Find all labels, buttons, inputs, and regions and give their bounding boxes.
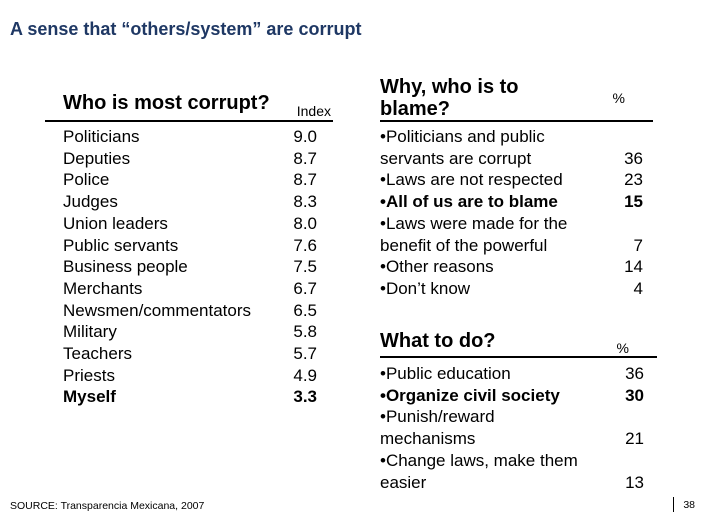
page-number-area: 38 [673, 497, 695, 512]
row-label: Merchants [63, 278, 143, 298]
table-row: •Laws were made for the benefit of the p… [380, 213, 653, 256]
row-value: 23 [624, 170, 643, 190]
row-label: •Change laws, make them easier [380, 450, 578, 492]
table-row: •Punish/reward mechanisms 21 [380, 406, 657, 449]
table-row: •All of us are to blame 15 [380, 191, 653, 213]
table-row: Merchants 6.7 [45, 278, 333, 300]
row-value: 4.9 [293, 365, 317, 385]
todo-table-heading: What to do? [380, 330, 496, 352]
table-row: •Change laws, make them easier 13 [380, 450, 657, 493]
row-value: 9.0 [293, 127, 317, 146]
row-label: Union leaders [63, 213, 168, 233]
what-to-do-table: What to do? % •Public education 36 •Organi… [380, 326, 657, 493]
todo-table-rows: •Public education 36 •Organize civil socie… [380, 358, 657, 493]
blame-table-header: Why, who is to blame? % [380, 72, 653, 120]
row-label: Teachers [63, 344, 132, 364]
row-label: •Other reasons [380, 257, 494, 277]
table-row: Police 8.7 [45, 169, 333, 191]
index-column-header: Index [296, 103, 331, 119]
table-row: Politicians 9.0 [45, 126, 333, 148]
row-value: 3.3 [293, 387, 317, 407]
row-value: 7.5 [293, 257, 317, 277]
row-value: 36 [625, 364, 644, 383]
corrupt-table-header: Who is most corrupt? Index [45, 84, 333, 120]
row-label: Myself [63, 387, 116, 407]
row-value: 14 [624, 257, 643, 277]
table-row: •Politicians and public servants are cor… [380, 126, 653, 169]
row-value: 5.7 [293, 344, 317, 364]
row-value: 5.8 [293, 322, 317, 342]
row-value: 4 [633, 278, 643, 298]
slide-title: A sense that “others/system” are corrupt [10, 19, 362, 39]
table-row: Myself 3.3 [45, 386, 333, 408]
table-row: Business people 7.5 [45, 256, 333, 278]
row-value: 30 [625, 385, 644, 405]
table-row: •Other reasons 14 [380, 256, 653, 278]
blame-table-rows: •Politicians and public servants are cor… [380, 122, 653, 300]
table-row: Deputies 8.7 [45, 148, 333, 170]
row-label: Judges [63, 192, 118, 212]
table-row: Union leaders 8.0 [45, 213, 333, 235]
row-label: •Punish/reward mechanisms [380, 407, 495, 449]
page-number-divider [673, 497, 675, 512]
who-is-most-corrupt-table: Who is most corrupt? Index Politicians 9.… [45, 84, 333, 408]
table-row: Public servants 7.6 [45, 235, 333, 257]
row-value: 8.3 [293, 192, 317, 212]
row-value: 8.7 [293, 148, 317, 168]
percent-column-header: % [612, 90, 625, 106]
row-label: Priests [63, 365, 115, 385]
corrupt-table-heading: Who is most corrupt? [63, 92, 270, 114]
table-row: •Organize civil society 30 [380, 385, 657, 407]
table-row: Teachers 5.7 [45, 343, 333, 365]
percent-column-header: % [616, 340, 629, 356]
table-row: Judges 8.3 [45, 191, 333, 213]
row-label: •Organize civil society [380, 385, 560, 405]
row-label: •Public education [380, 364, 511, 383]
header-rule [380, 356, 657, 358]
table-row: Military 5.8 [45, 321, 333, 343]
row-label: Deputies [63, 148, 131, 168]
table-row: •Laws are not respected 23 [380, 169, 653, 191]
row-value: 6.5 [293, 300, 317, 320]
row-value: 8.7 [293, 170, 317, 190]
row-value: 6.7 [293, 278, 317, 298]
corrupt-table-rows: Politicians 9.0 Deputies 8.7 Police 8.7 Judges… [45, 122, 333, 408]
row-label: •Laws are not respected [380, 170, 563, 190]
row-label: Public servants [63, 235, 179, 255]
row-value: 15 [624, 192, 643, 212]
page-number: 38 [683, 498, 695, 511]
why-who-is-to-blame-table: Why, who is to blame? % •Politicians and… [380, 72, 653, 300]
header-rule [45, 120, 333, 122]
source-note: SOURCE: Transparencia Mexicana, 2007 [10, 500, 205, 512]
row-value: 7 [633, 235, 643, 255]
row-value: 36 [624, 148, 643, 168]
row-label: •Don’t know [380, 278, 471, 298]
row-label: Military [63, 322, 117, 342]
row-value: 7.6 [293, 235, 317, 255]
header-rule [380, 120, 653, 122]
blame-table-heading: Why, who is to blame? [380, 76, 519, 120]
row-value: 13 [625, 472, 644, 492]
row-label: Politicians [63, 127, 140, 146]
row-label: •Laws were made for the benefit of the p… [380, 213, 568, 255]
row-label: Police [63, 170, 110, 190]
table-row: •Public education 36 [380, 363, 657, 385]
row-label: •Politicians and public servants are cor… [380, 127, 545, 168]
row-value: 8.0 [293, 213, 317, 233]
row-label: Newsmen/commentators [63, 300, 252, 320]
table-row: Priests 4.9 [45, 365, 333, 387]
table-row: •Don’t know 4 [380, 278, 653, 300]
row-label: Business people [63, 257, 188, 277]
table-row: Newsmen/commentators 6.5 [45, 300, 333, 322]
row-label: •All of us are to blame [380, 192, 558, 212]
row-value: 21 [625, 429, 644, 449]
todo-table-header: What to do? % [380, 326, 657, 356]
